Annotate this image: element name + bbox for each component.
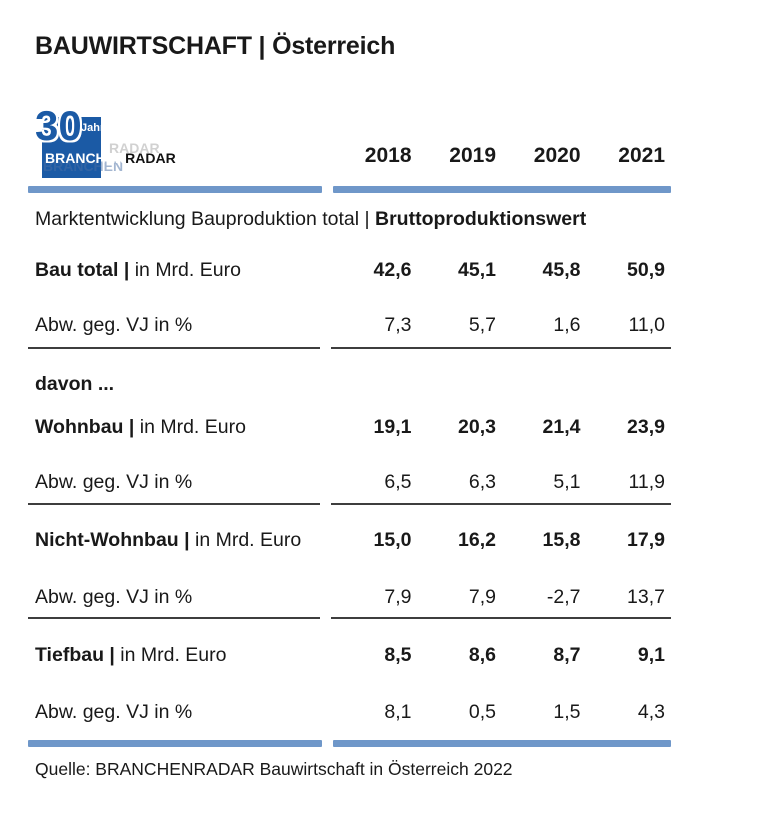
value-cell: 21,4 xyxy=(542,416,581,438)
davon-label: davon ... xyxy=(35,373,115,395)
year-header-2018: 2018 xyxy=(364,144,412,167)
logo-jahre-label: Jahre xyxy=(81,122,111,134)
value-cell: 17,9 xyxy=(627,529,665,551)
section-divider xyxy=(331,347,671,349)
value-cell: 7,3 xyxy=(384,314,412,336)
row-values: 8,5 8,6 8,7 9,1 xyxy=(333,642,671,669)
row-values: 7,3 5,7 1,6 11,0 xyxy=(333,312,671,339)
row-label: Abw. geg. VJ in % xyxy=(35,701,193,723)
row-label-unit: in Mrd. Euro xyxy=(195,529,302,551)
table-row-nicht-wohnbau-deviation: Abw. geg. VJ in % 7,9 7,9 -2,7 13,7 xyxy=(28,584,671,611)
section-divider xyxy=(28,347,320,349)
value-cell: 16,2 xyxy=(458,529,496,551)
section-divider xyxy=(331,617,671,619)
section-divider xyxy=(28,503,320,505)
row-label-bold: Nicht-Wohnbau | xyxy=(35,529,195,551)
table-row-davon: davon ... xyxy=(28,371,671,398)
section-header-bold: Bruttoproduktionswert xyxy=(375,208,587,230)
value-cell: 8,6 xyxy=(468,644,496,666)
table-row-wohnbau: Wohnbau | in Mrd. Euro 19,1 20,3 21,4 23… xyxy=(28,414,671,441)
logo-brand-branchen: BRANCHEN xyxy=(45,150,126,166)
value-cell: 8,7 xyxy=(553,644,581,666)
value-cell: -2,7 xyxy=(546,586,581,608)
table-row-nicht-wohnbau: Nicht-Wohnbau | in Mrd. Euro 15,0 16,2 1… xyxy=(28,527,671,554)
section-divider xyxy=(331,503,671,505)
value-cell: 1,6 xyxy=(553,314,581,336)
row-label: Bau total | in Mrd. Euro xyxy=(28,257,322,284)
logo-blue-square xyxy=(42,117,101,178)
table-row-wohnbau-deviation: Abw. geg. VJ in % 6,5 6,3 5,1 11,9 xyxy=(28,469,671,496)
table-row-tiefbau: Tiefbau | in Mrd. Euro 8,5 8,6 8,7 9,1 xyxy=(28,642,671,669)
table-row-bau-total-deviation: Abw. geg. VJ in % 7,3 5,7 1,6 11,0 xyxy=(28,312,671,339)
value-cell: 20,3 xyxy=(458,416,496,438)
section-header-label: Marktentwicklung Bauproduktion total | B… xyxy=(28,206,678,233)
value-cell: 6,3 xyxy=(468,471,496,493)
row-label-bold: Wohnbau | xyxy=(35,416,140,438)
row-label-unit: in Mrd. Euro xyxy=(134,259,241,281)
source-line: Quelle: BRANCHENRADAR Bauwirtschaft in Ö… xyxy=(35,759,513,779)
year-header-2019: 2019 xyxy=(449,144,496,167)
row-values: 19,1 20,3 21,4 23,9 xyxy=(333,414,671,441)
accent-bar-bottom-left xyxy=(28,740,322,747)
logo-brand-text: BRANCHENRADAR xyxy=(45,150,176,166)
value-cell: 15,8 xyxy=(542,529,581,551)
branchenradar-logo: RADAR BRANCHEN 30 Jahre BRANCHENRADAR xyxy=(35,102,237,183)
row-values: 15,0 16,2 15,8 17,9 xyxy=(333,527,671,554)
accent-bar-top-left xyxy=(28,186,322,193)
page-title: BAUWIRTSCHAFT | Österreich xyxy=(35,32,396,60)
logo-ghost-radar-text: RADAR xyxy=(109,140,160,156)
value-cell: 42,6 xyxy=(373,259,412,281)
year-header-row: 2018 2019 2020 2021 xyxy=(333,144,671,168)
section-header-regular: Marktentwicklung Bauproduktion total | xyxy=(35,208,375,230)
row-label: Tiefbau | in Mrd. Euro xyxy=(28,642,322,669)
value-cell: 19,1 xyxy=(373,416,412,438)
row-values: 42,6 45,1 45,8 50,9 xyxy=(333,257,671,284)
value-cell: 11,9 xyxy=(628,471,665,493)
row-label-bold: Bau total | xyxy=(35,259,135,281)
value-cell: 23,9 xyxy=(627,416,665,438)
year-header-2021: 2021 xyxy=(618,144,665,167)
value-cell: 8,1 xyxy=(384,701,412,723)
year-header-2020: 2020 xyxy=(533,144,581,167)
value-cell: 6,5 xyxy=(384,471,412,493)
row-label-unit: in Mrd. Euro xyxy=(120,644,227,666)
row-label-bold: Tiefbau | xyxy=(35,644,121,666)
accent-bar-bottom-right xyxy=(333,740,671,747)
table-row-bau-total: Bau total | in Mrd. Euro 42,6 45,1 45,8 … xyxy=(28,257,671,284)
row-label: Abw. geg. VJ in % xyxy=(35,586,193,608)
row-values: 6,5 6,3 5,1 11,9 xyxy=(333,469,671,496)
value-cell: 11,0 xyxy=(628,314,665,336)
value-cell: 13,7 xyxy=(627,586,665,608)
table-row-tiefbau-deviation: Abw. geg. VJ in % 8,1 0,5 1,5 4,3 xyxy=(28,699,671,726)
row-label: Abw. geg. VJ in % xyxy=(35,314,193,336)
value-cell: 8,5 xyxy=(384,644,412,666)
value-cell: 5,1 xyxy=(553,471,581,493)
row-label-unit: in Mrd. Euro xyxy=(139,416,246,438)
value-cell: 7,9 xyxy=(468,586,496,608)
logo-ghost-branchen-text: BRANCHEN xyxy=(43,158,124,174)
row-label: Nicht-Wohnbau | in Mrd. Euro xyxy=(28,527,322,554)
row-label: Wohnbau | in Mrd. Euro xyxy=(28,414,322,441)
value-cell: 50,9 xyxy=(627,259,665,281)
row-values: 8,1 0,5 1,5 4,3 xyxy=(333,699,671,726)
value-cell: 45,1 xyxy=(458,259,496,281)
accent-bar-top-right xyxy=(333,186,671,193)
section-header-row: Marktentwicklung Bauproduktion total | B… xyxy=(28,206,671,233)
row-values: 7,9 7,9 -2,7 13,7 xyxy=(333,584,671,611)
value-cell: 45,8 xyxy=(542,259,581,281)
section-divider xyxy=(28,617,320,619)
row-label: Abw. geg. VJ in % xyxy=(35,471,193,493)
value-cell: 5,7 xyxy=(468,314,496,336)
value-cell: 15,0 xyxy=(373,529,412,551)
value-cell: 1,5 xyxy=(553,701,581,723)
value-cell: 7,9 xyxy=(384,586,412,608)
logo-30-number: 30 xyxy=(35,102,82,149)
value-cell: 4,3 xyxy=(637,701,665,723)
value-cell: 0,5 xyxy=(468,701,496,723)
value-cell: 9,1 xyxy=(637,644,665,666)
logo-brand-radar: RADAR xyxy=(125,150,176,166)
